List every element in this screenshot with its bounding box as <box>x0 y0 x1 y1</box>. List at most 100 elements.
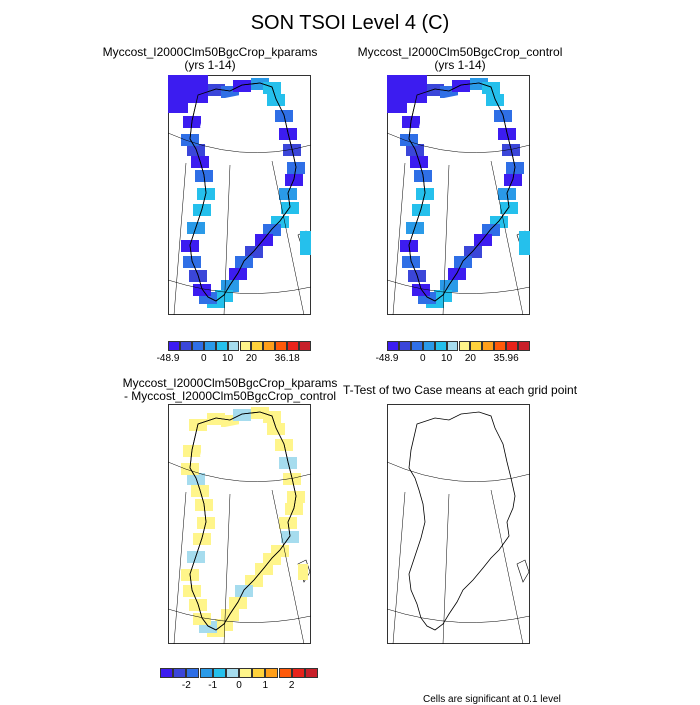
panel-title-line1: Myccost_I2000Clm50BgcCrop_control <box>357 45 563 59</box>
greenland-coastline <box>189 411 297 631</box>
shaded-cell <box>168 95 188 113</box>
shaded-cell <box>207 84 225 96</box>
latitude-line <box>168 132 311 153</box>
colorbar-label: 10 <box>441 353 453 364</box>
shaded-cell <box>255 234 273 246</box>
greenland-coastline <box>408 411 516 631</box>
colorbar-swatch <box>278 668 292 678</box>
colorbar-swatch <box>227 341 240 351</box>
longitude-line <box>392 491 406 644</box>
colorbar-swatch <box>168 341 180 351</box>
panel-title-kparams: Myccost_I2000Clm50BgcCrop_kparams (yrs 1… <box>90 46 330 72</box>
greenland-coastline <box>189 82 297 302</box>
colorbar-label: -2 <box>181 680 191 691</box>
latitude-line <box>168 608 311 623</box>
colorbar-swatch <box>252 668 266 678</box>
shaded-cell <box>207 413 225 425</box>
colorbar-swatch <box>470 341 483 351</box>
longitude-line <box>490 160 524 315</box>
colorbar-label: 2 <box>288 680 295 691</box>
colorbar-label: 0 <box>200 353 207 364</box>
colorbar-swatch <box>215 341 228 351</box>
colorbar-swatch <box>304 668 318 678</box>
latitude-line <box>168 461 311 482</box>
colorbar-label: 36.18 <box>274 353 300 364</box>
colorbar-swatch <box>287 341 300 351</box>
panel-title-line2: (yrs 1-14) <box>434 58 486 72</box>
panel-title-line1: Myccost_I2000Clm50BgcCrop_kparams <box>102 45 318 59</box>
shaded-cell <box>300 231 311 255</box>
shaded-cell <box>486 94 504 106</box>
colorbar-swatch <box>458 341 471 351</box>
colorbar-swatch <box>263 341 276 351</box>
colorbar-swatch <box>518 341 530 351</box>
shaded-cell <box>426 84 444 96</box>
panel-title-line1: T-Test of two Case means at each grid po… <box>342 383 578 397</box>
ice-sheet <box>200 95 272 147</box>
colorbar-swatch <box>275 341 288 351</box>
map-panel-kparams <box>168 75 311 315</box>
colorbar-swatch <box>186 668 200 678</box>
colorbar-swatch <box>387 341 399 351</box>
colorbar-swatch <box>398 341 411 351</box>
map-panel-ttest <box>387 404 530 644</box>
colorbar-label: -48.9 <box>375 353 399 364</box>
colorbar-label: 20 <box>464 353 476 364</box>
longitude-line <box>271 160 305 315</box>
colorbar-diff: -2 -1 0 1 2 <box>160 668 318 691</box>
panel-title-line2: (yrs 1-14) <box>184 58 236 72</box>
shaded-cell <box>281 531 299 543</box>
colorbar-swatch <box>291 668 305 678</box>
colorbar-swatch <box>203 341 216 351</box>
colorbar-swatch <box>422 341 435 351</box>
panel-title-control: Myccost_I2000Clm50BgcCrop_control (yrs 1… <box>340 46 580 72</box>
colorbar-swatch <box>299 341 311 351</box>
colorbar-label: 20 <box>245 353 257 364</box>
colorbar-swatch <box>212 668 226 678</box>
colorbar-label: -1 <box>208 680 218 691</box>
longitude-line <box>442 164 450 315</box>
panel-title-line2: - Myccost_I2000Clm50BgcCrop_control <box>123 389 337 403</box>
panel-title-diff: Myccost_I2000Clm50BgcCrop_kparams - Mycc… <box>110 377 350 403</box>
shaded-cell <box>193 613 211 625</box>
shaded-cell <box>448 268 466 280</box>
colorbar-swatch <box>251 341 264 351</box>
latitude-line <box>387 279 530 294</box>
colorbar-label: 0 <box>419 353 426 364</box>
latitude-line <box>387 132 530 153</box>
colorbar-swatch <box>446 341 459 351</box>
longitude-line <box>442 493 450 644</box>
longitude-line <box>223 493 231 644</box>
map-panel-control <box>387 75 530 315</box>
latitude-line <box>387 608 530 623</box>
colorbar-swatch <box>506 341 519 351</box>
shaded-cell <box>452 80 470 92</box>
shaded-cell <box>233 80 251 92</box>
colorbar-label: 10 <box>222 353 234 364</box>
colorbar-swatch <box>225 668 239 678</box>
colorbar-swatch <box>191 341 204 351</box>
colorbar-swatch <box>265 668 279 678</box>
colorbar-swatch <box>410 341 423 351</box>
shaded-cell <box>474 234 492 246</box>
shaded-cell <box>412 284 430 296</box>
ice-sheet <box>419 95 491 147</box>
shaded-cell <box>482 224 500 236</box>
colorbar-kparams: -48.9 0 10 20 36.18 <box>157 341 311 364</box>
longitude-line <box>271 489 305 644</box>
figure-title: SON TSOI Level 4 (C) <box>250 12 450 34</box>
longitude-line <box>223 164 231 315</box>
shaded-cell <box>298 564 308 580</box>
panel-title-line1: Myccost_I2000Clm50BgcCrop_kparams <box>122 376 338 390</box>
colorbar-swatch <box>179 341 192 351</box>
colorbar-swatch <box>199 668 213 678</box>
colorbar-swatch <box>239 668 253 678</box>
shaded-cell <box>263 224 281 236</box>
shaded-cell <box>263 553 281 565</box>
colorbar-control: -48.9 0 10 20 35.96 <box>376 341 530 364</box>
shaded-cell <box>229 597 247 609</box>
colorbar-label: 35.96 <box>493 353 519 364</box>
colorbar-swatch <box>494 341 507 351</box>
shaded-cell <box>229 268 247 280</box>
colorbar-swatch <box>482 341 495 351</box>
